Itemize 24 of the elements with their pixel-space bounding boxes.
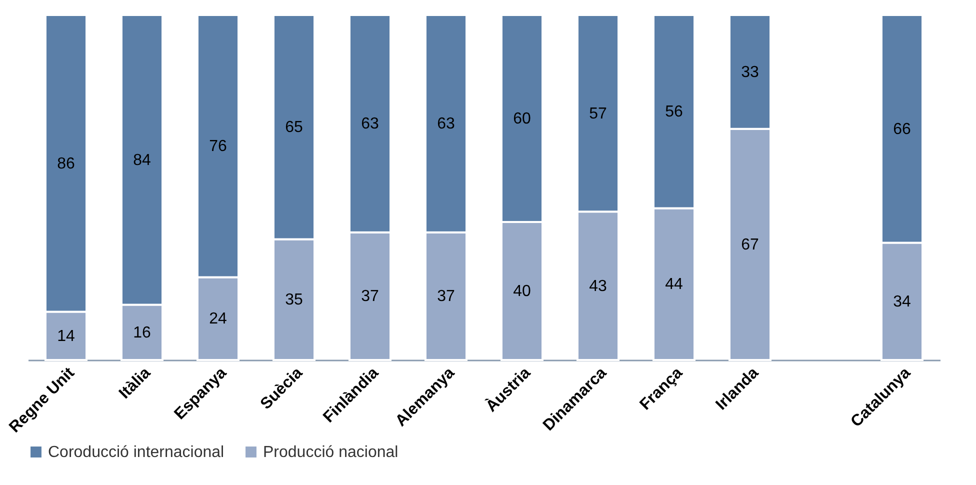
data-label: 40: [513, 283, 531, 300]
data-label: 37: [361, 288, 379, 306]
data-label: 60: [513, 110, 531, 128]
data-label: 76: [209, 138, 227, 156]
data-label: 65: [285, 119, 303, 136]
data-label: 35: [285, 292, 303, 309]
data-label: 56: [665, 104, 683, 121]
data-label: 24: [209, 310, 227, 328]
legend-label: Producció nacional: [263, 444, 398, 461]
legend-label: Coroducció internacional: [48, 444, 224, 461]
data-label: 37: [437, 288, 455, 306]
data-label: 16: [133, 324, 151, 342]
data-label: 34: [893, 293, 911, 310]
data-label: 63: [361, 116, 379, 133]
data-label: 84: [133, 152, 151, 169]
data-label: 86: [57, 155, 75, 172]
data-label: 43: [589, 278, 607, 295]
data-label: 66: [893, 120, 911, 138]
data-label: 57: [589, 105, 607, 122]
data-label: 44: [665, 276, 683, 294]
data-label: 67: [741, 236, 759, 254]
data-label: 14: [57, 328, 75, 345]
data-label: 63: [437, 116, 455, 133]
data-label: 33: [741, 64, 759, 81]
